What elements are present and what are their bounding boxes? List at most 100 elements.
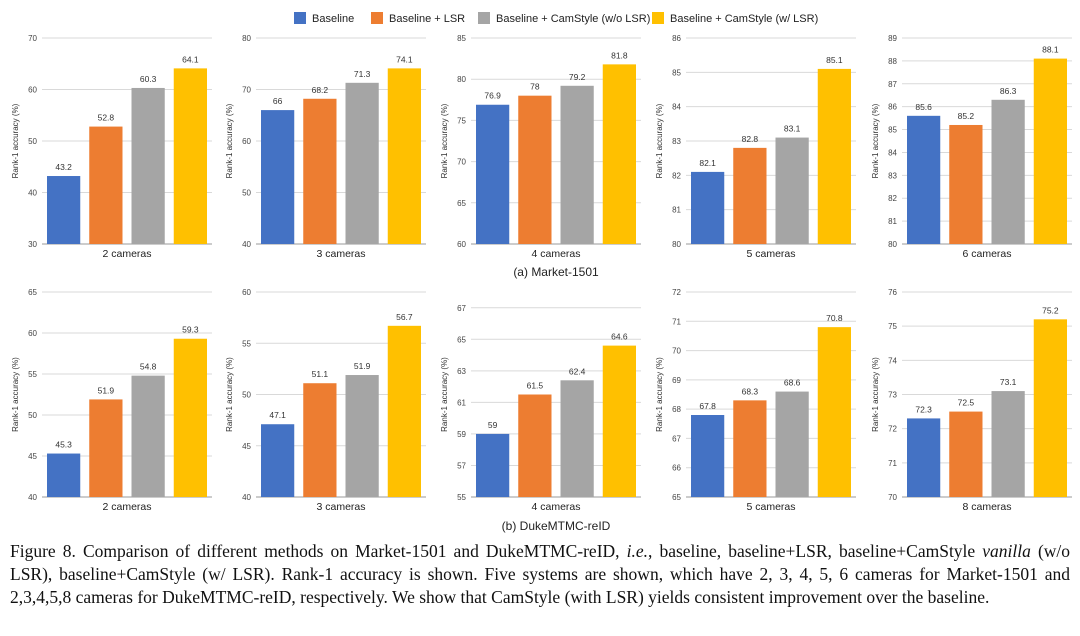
y-tick-label: 72: [888, 425, 897, 434]
y-axis-label: Rank-1 accuracy (%): [871, 103, 880, 178]
y-tick-label: 75: [457, 116, 466, 125]
bar-value-label: 88.1: [1042, 45, 1059, 55]
legend-label: Baseline + LSR: [389, 13, 465, 25]
bar-value-label: 51.1: [312, 369, 329, 379]
bar: [518, 95, 552, 245]
chart-panel-7: 40 45 50 55 60 Rank-1 accuracy (%) 47.1 51.1 51.…: [225, 288, 426, 513]
bar: [131, 87, 165, 244]
bar-value-label: 68.2: [312, 85, 329, 95]
bar-value-label: 79.2: [569, 72, 586, 82]
caption-part2: , baseline, baseline+LSR, baseline+CamSt…: [648, 541, 983, 561]
y-axis-label: Rank-1 accuracy (%): [11, 103, 20, 178]
bar: [303, 383, 337, 497]
bar: [1033, 58, 1067, 244]
bar: [261, 110, 295, 244]
chart-panel-1: 30 40 50 60 70 Rank-1 accuracy (%) 43.2 52.8 60.…: [11, 34, 212, 260]
bar: [303, 98, 337, 245]
y-tick-label: 75: [888, 322, 897, 331]
y-axis-label: Rank-1 accuracy (%): [225, 357, 234, 432]
chart-panel-8: 55 57 59 61 63 65 67 Rank-1 accuracy (%) 59 61.5 6…: [440, 304, 641, 513]
y-tick-label: 70: [457, 158, 466, 167]
y-tick-label: 55: [28, 370, 37, 379]
y-tick-label: 65: [28, 288, 37, 297]
bar-value-label: 72.5: [958, 398, 975, 408]
y-tick-label: 40: [28, 493, 37, 502]
bar: [560, 85, 594, 245]
y-tick-label: 40: [242, 240, 251, 249]
y-tick-label: 65: [457, 199, 466, 208]
y-tick-label: 74: [888, 356, 897, 365]
y-tick-label: 70: [28, 34, 37, 43]
bar-value-label: 66: [273, 96, 283, 106]
y-tick-label: 84: [672, 103, 681, 112]
bar: [173, 68, 207, 244]
bar: [602, 345, 636, 497]
bar-value-label: 61.5: [527, 381, 544, 391]
bar: [991, 99, 1025, 244]
bar: [387, 325, 421, 497]
bar-value-label: 67.8: [699, 401, 716, 411]
y-tick-label: 82: [888, 194, 897, 203]
bar: [476, 104, 510, 244]
figure-charts: Baseline Baseline + LSR Baseline + CamStyl…: [11, 12, 1072, 533]
y-tick-label: 83: [672, 137, 681, 146]
x-axis-label: 5 cameras: [746, 501, 795, 513]
y-tick-label: 60: [457, 240, 466, 249]
y-tick-label: 60: [242, 288, 251, 297]
y-axis-label: Rank-1 accuracy (%): [655, 103, 664, 178]
y-tick-label: 87: [888, 80, 897, 89]
y-tick-label: 67: [672, 434, 681, 443]
legend-label: Baseline: [312, 13, 354, 25]
caption-part1: Figure 8. Comparison of different method…: [10, 541, 627, 561]
y-tick-label: 57: [457, 461, 466, 470]
bar: [949, 124, 983, 244]
bar-value-label: 76.9: [484, 91, 501, 101]
legend-swatch: [371, 12, 383, 24]
bar-value-label: 83.1: [784, 124, 801, 134]
chart-panel-5: 80 81 82 83 84 85 86 87 88 89 Rank-1 accuracy (%) 8…: [871, 34, 1072, 260]
y-axis-label: Rank-1 accuracy (%): [225, 103, 234, 178]
bar: [991, 391, 1025, 497]
bar-value-label: 45.3: [55, 440, 72, 450]
bar: [89, 399, 123, 497]
bar-value-label: 78: [530, 82, 540, 92]
y-tick-label: 45: [242, 442, 251, 451]
bar-value-label: 71.3: [354, 69, 371, 79]
y-tick-label: 81: [888, 217, 897, 226]
row-title-duke: (b) DukeMTMC-reID: [502, 519, 611, 533]
y-tick-label: 89: [888, 34, 897, 43]
bar-value-label: 82.1: [699, 158, 716, 168]
x-axis-label: 5 cameras: [746, 248, 795, 260]
bar-value-label: 62.4: [569, 366, 586, 376]
chart-panel-10: 70 71 72 73 74 75 76 Rank-1 accuracy (%) 72.3 72.…: [871, 288, 1072, 513]
bar-value-label: 75.2: [1042, 305, 1059, 315]
bar-value-label: 68.3: [742, 386, 759, 396]
y-tick-label: 40: [242, 493, 251, 502]
y-tick-label: 61: [457, 398, 466, 407]
y-tick-label: 45: [28, 452, 37, 461]
legend-item: Baseline + CamStyle (w/ LSR): [652, 12, 818, 25]
caption-vanilla: vanilla: [982, 541, 1031, 561]
y-tick-label: 71: [888, 459, 897, 468]
x-axis-label: 4 cameras: [531, 501, 580, 513]
legend-item: Baseline: [294, 12, 354, 25]
legend: Baseline Baseline + LSR Baseline + CamStyl…: [294, 12, 818, 25]
bar: [907, 418, 941, 497]
bar-value-label: 85.2: [958, 111, 975, 121]
bar-value-label: 59.3: [182, 325, 199, 335]
y-tick-label: 82: [672, 171, 681, 180]
legend-item: Baseline + LSR: [371, 12, 465, 25]
bar: [387, 68, 421, 244]
y-tick-label: 30: [28, 240, 37, 249]
y-tick-label: 65: [457, 335, 466, 344]
bar: [602, 64, 636, 244]
y-tick-label: 81: [672, 206, 681, 215]
y-tick-label: 67: [457, 304, 466, 313]
y-tick-label: 50: [28, 137, 37, 146]
bar-value-label: 86.3: [1000, 86, 1017, 96]
y-tick-label: 85: [457, 34, 466, 43]
y-tick-label: 59: [457, 430, 466, 439]
bar-value-label: 51.9: [354, 361, 371, 371]
bar: [817, 68, 851, 245]
x-axis-label: 3 cameras: [316, 248, 365, 260]
